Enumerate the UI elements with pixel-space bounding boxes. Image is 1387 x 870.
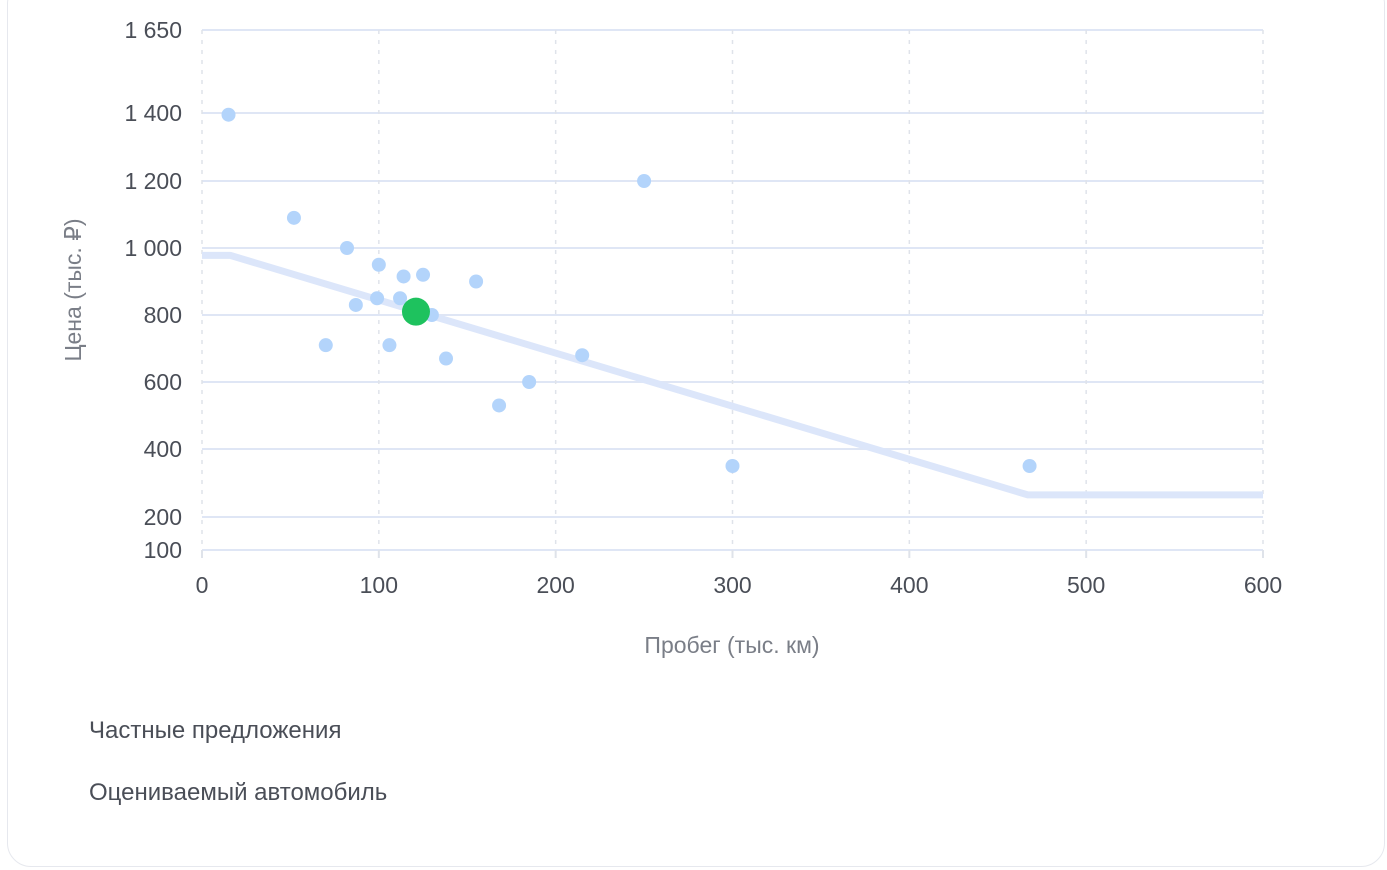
data-point-evaluated bbox=[401, 297, 430, 326]
data-point-private bbox=[393, 291, 408, 306]
data-point-private bbox=[371, 257, 386, 272]
trend-line bbox=[202, 251, 1263, 499]
y-tick-label: 1 650 bbox=[124, 17, 182, 43]
y-tick-label: 1 400 bbox=[124, 100, 182, 126]
x-tick-label: 0 bbox=[196, 572, 209, 598]
data-points bbox=[221, 107, 1037, 473]
y-tick-label: 600 bbox=[144, 369, 182, 395]
y-axis-title: Цена (тыс. ₽) bbox=[60, 219, 86, 362]
y-tick-label: 400 bbox=[144, 436, 182, 462]
data-point-private bbox=[348, 297, 363, 312]
data-point-private bbox=[340, 241, 355, 255]
data-point-private bbox=[469, 274, 484, 289]
axis-ticks: 100 200 400 600 800 1 000 1 200 1 400 1 650 0 100 2… bbox=[124, 17, 1282, 598]
chart-grid bbox=[201, 29, 1264, 558]
y-tick-label: 1 000 bbox=[124, 235, 182, 261]
data-point-private bbox=[522, 375, 537, 389]
data-point-private bbox=[416, 267, 431, 282]
data-point-private bbox=[382, 338, 397, 353]
data-point-private bbox=[575, 348, 590, 363]
y-tick-label: 800 bbox=[144, 302, 182, 328]
x-tick-label: 600 bbox=[1244, 572, 1282, 598]
legend-item-private-offers[interactable]: Частные предложения bbox=[89, 717, 342, 744]
y-tick-label: 200 bbox=[144, 504, 182, 530]
y-tick-label: 100 bbox=[144, 537, 182, 563]
data-point-private bbox=[492, 398, 507, 413]
chart-card bbox=[7, 0, 1385, 867]
x-tick-label: 100 bbox=[360, 572, 398, 598]
y-tick-label: 1 200 bbox=[124, 168, 182, 194]
x-axis-title: Пробег (тыс. км) bbox=[644, 632, 819, 658]
data-point-private bbox=[286, 210, 301, 225]
x-tick-label: 400 bbox=[890, 572, 928, 598]
data-point-private bbox=[370, 291, 385, 306]
x-tick-label: 300 bbox=[713, 572, 751, 598]
data-point-private bbox=[439, 351, 454, 366]
legend-item-evaluated-car[interactable]: Оцениваемый автомобиль bbox=[89, 779, 388, 806]
data-point-private bbox=[318, 338, 333, 353]
trend-polyline bbox=[202, 251, 1263, 499]
x-tick-label: 500 bbox=[1067, 572, 1105, 598]
data-point-private bbox=[1022, 459, 1037, 473]
x-tick-label: 200 bbox=[536, 572, 574, 598]
data-point-private bbox=[725, 459, 740, 473]
data-point-private bbox=[221, 107, 236, 122]
data-point-private bbox=[396, 269, 411, 284]
data-point-private bbox=[637, 174, 652, 188]
